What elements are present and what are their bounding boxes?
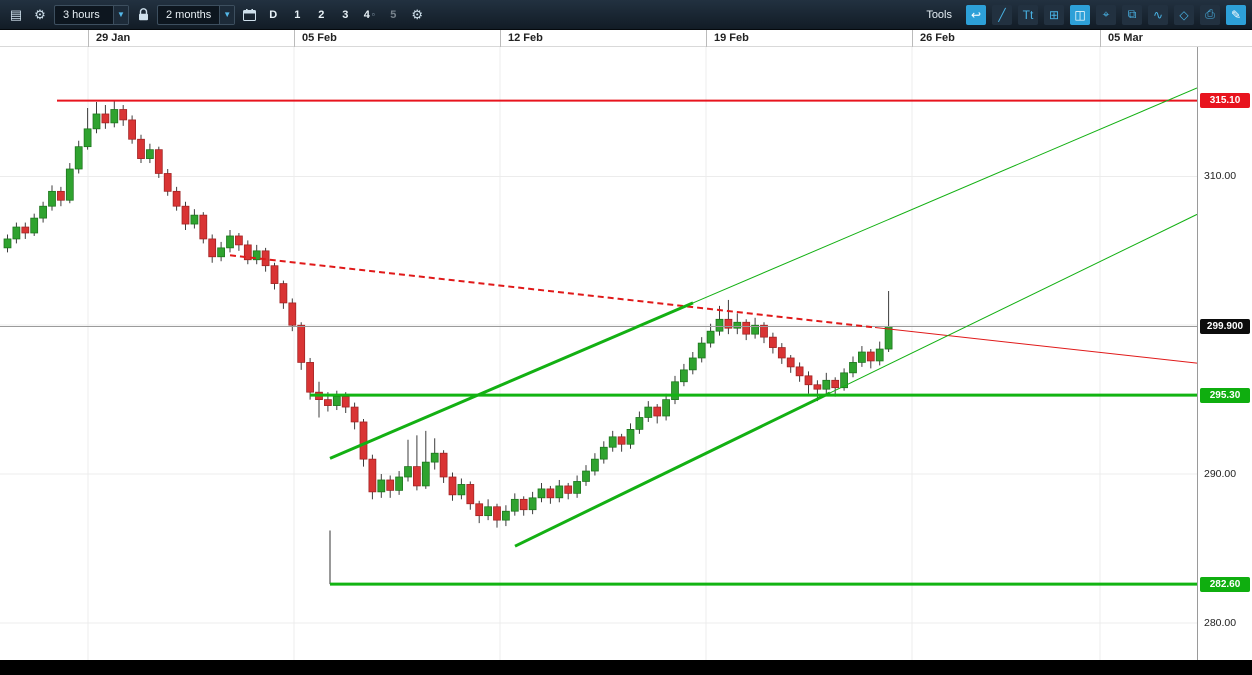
chevron-down-icon: ▼ — [219, 5, 235, 24]
grid-tool-icon[interactable]: ⊞ — [1044, 4, 1064, 25]
date-tick — [912, 30, 913, 47]
price-level-badge: 282.60 — [1200, 576, 1250, 592]
price-level-badge: 295.30 — [1200, 387, 1250, 403]
gear-icon[interactable]: ⚙ — [30, 5, 50, 25]
candlestick-plot[interactable] — [0, 47, 1197, 660]
layout-button-1[interactable]: 1 — [287, 5, 307, 25]
indicators-tool-icon[interactable]: ∿ — [1148, 4, 1168, 25]
toolbar-tools-group: Tools ↩ ╱ Tt ⊞ ◫ ⌖ ⧉ ∿ ◇ ⎙ ✎ — [926, 4, 1246, 25]
layout-buttons-group: 1 2 3 4 ▫ 5 — [287, 5, 403, 25]
trendline-tool-icon[interactable]: ╱ — [992, 4, 1012, 25]
menu-icon[interactable]: ▤ — [6, 5, 26, 25]
price-level-badge: 315.10 — [1200, 93, 1250, 109]
calendar-icon[interactable] — [239, 5, 259, 25]
range-value: 2 months — [166, 8, 212, 21]
date-label: 29 Jan — [96, 32, 131, 44]
gear-icon[interactable]: ⚙ — [407, 5, 427, 25]
date-tick — [1100, 30, 1101, 47]
chart-area[interactable]: 29 Jan 05 Feb 12 Feb 19 Feb 26 Feb 05 Mar 310… — [0, 30, 1252, 660]
layout-button-4[interactable]: 4 ▫ — [359, 5, 379, 25]
print-button-icon[interactable]: ⎙ — [1200, 4, 1220, 25]
date-label: 05 Mar — [1108, 32, 1143, 44]
layout-button-5[interactable]: 5 — [383, 5, 403, 25]
range-dropdown[interactable]: 2 months ▼ — [157, 4, 236, 25]
lock-icon[interactable] — [133, 5, 153, 25]
candlestick-tool-icon[interactable]: ◫ — [1070, 4, 1090, 25]
daily-period-button[interactable]: D — [263, 5, 283, 25]
text-tool-icon[interactable]: Tt — [1018, 4, 1038, 25]
interval-value: 3 hours — [63, 8, 100, 21]
date-label: 19 Feb — [714, 32, 749, 44]
pin-tool-icon[interactable]: ⌖ — [1096, 4, 1116, 25]
price-tick-label: 290.00 — [1204, 468, 1237, 481]
date-tick — [294, 30, 295, 47]
tool-buttons-group: ↩ ╱ Tt ⊞ ◫ ⌖ ⧉ ∿ ◇ ⎙ ✎ — [964, 4, 1246, 25]
windows-tool-icon[interactable]: ⧉ — [1122, 4, 1142, 25]
current-price-badge: 299.900 — [1200, 319, 1250, 335]
shapes-tool-icon[interactable]: ◇ — [1174, 4, 1194, 25]
date-tick — [88, 30, 89, 47]
date-label: 12 Feb — [508, 32, 543, 44]
interval-dropdown[interactable]: 3 hours ▼ — [54, 4, 129, 25]
undo-button-icon[interactable]: ↩ — [966, 4, 986, 25]
price-tick-label: 280.00 — [1204, 616, 1237, 629]
toolbar-left-group: ▤ ⚙ 3 hours ▼ 2 months ▼ D 1 2 3 4 ▫ 5 ⚙ — [6, 4, 427, 25]
top-toolbar: ▤ ⚙ 3 hours ▼ 2 months ▼ D 1 2 3 4 ▫ 5 ⚙ Tool… — [0, 0, 1252, 30]
chevron-down-icon: ▼ — [113, 5, 128, 24]
date-label: 26 Feb — [920, 32, 955, 44]
date-axis: 29 Jan 05 Feb 12 Feb 19 Feb 26 Feb 05 Mar — [0, 30, 1252, 47]
tools-label: Tools — [926, 8, 952, 21]
drawing-mode-button-icon[interactable]: ✎ — [1226, 4, 1246, 25]
layout-button-2[interactable]: 2 — [311, 5, 331, 25]
date-tick — [500, 30, 501, 47]
price-tick-label: 310.00 — [1204, 170, 1237, 183]
date-tick — [706, 30, 707, 47]
date-label: 05 Feb — [302, 32, 337, 44]
bottom-bar — [0, 660, 1252, 675]
price-axis[interactable]: 310.00 290.00 280.00 315.10 299.900 295.30 282… — [1197, 47, 1252, 660]
layout-button-3[interactable]: 3 — [335, 5, 355, 25]
